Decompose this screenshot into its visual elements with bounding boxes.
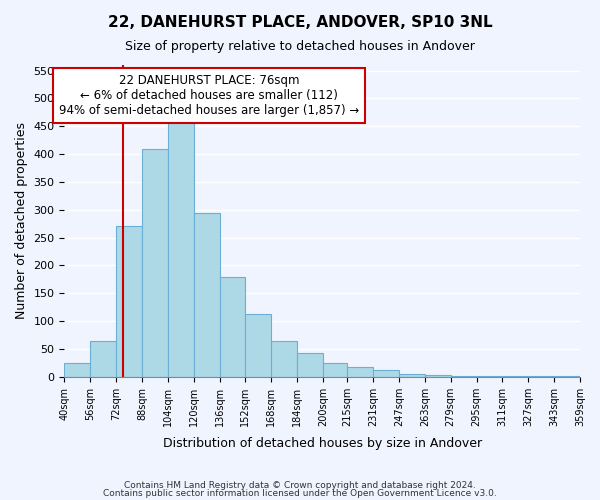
Bar [476,376,502,377]
Bar [297,353,323,377]
Bar [502,376,528,377]
Bar [554,376,580,377]
Text: Size of property relative to detached houses in Andover: Size of property relative to detached ho… [125,40,475,53]
Bar [168,124,194,377]
Text: 22 DANEHURST PLACE: 76sqm
← 6% of detached houses are smaller (112)
94% of semi-: 22 DANEHURST PLACE: 76sqm ← 6% of detach… [59,74,359,118]
Bar [64,363,90,377]
Bar [451,376,476,377]
Y-axis label: Number of detached properties: Number of detached properties [15,122,28,320]
Bar [347,367,373,377]
X-axis label: Distribution of detached houses by size in Andover: Distribution of detached houses by size … [163,437,482,450]
Bar [194,212,220,377]
Text: Contains HM Land Registry data © Crown copyright and database right 2024.: Contains HM Land Registry data © Crown c… [124,481,476,490]
Bar [425,375,451,377]
Bar [220,276,245,377]
Bar [245,314,271,377]
Bar [373,370,399,377]
Bar [116,226,142,377]
Bar [142,148,168,377]
Bar [528,376,554,377]
Bar [323,363,347,377]
Bar [399,374,425,377]
Text: Contains public sector information licensed under the Open Government Licence v3: Contains public sector information licen… [103,488,497,498]
Text: 22, DANEHURST PLACE, ANDOVER, SP10 3NL: 22, DANEHURST PLACE, ANDOVER, SP10 3NL [107,15,493,30]
Bar [90,340,116,377]
Bar [271,340,297,377]
